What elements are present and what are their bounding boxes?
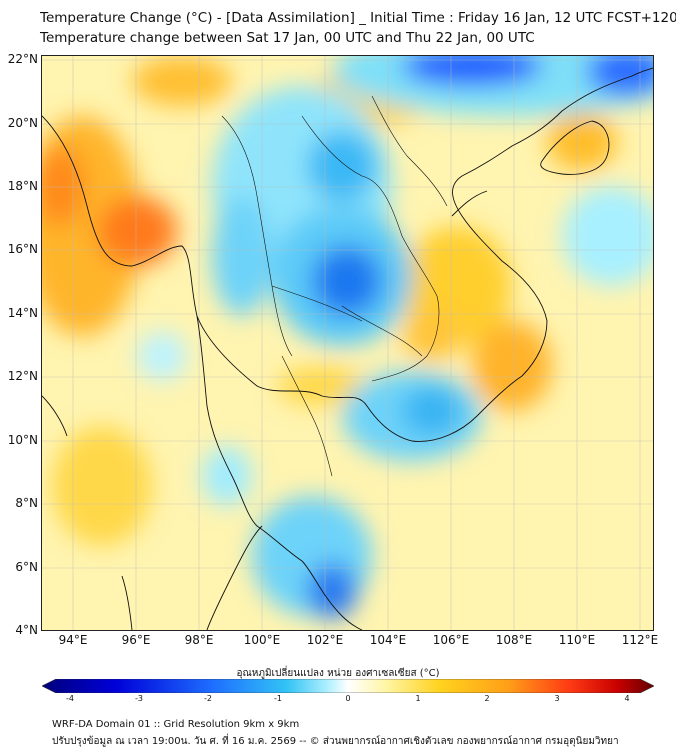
lat-tick-label: 22°N — [7, 52, 38, 66]
colorbar-label: 1 — [415, 694, 421, 703]
lon-tick-label: 110°E — [558, 633, 596, 647]
lat-tick-label: 14°N — [7, 306, 38, 320]
lat-tick-label: 20°N — [7, 116, 38, 130]
colorbar-label: -4 — [66, 694, 74, 703]
colorbar-label: 4 — [624, 694, 630, 703]
update-credit: ปรับปรุงข้อมูล ณ เวลา 19:00น. วัน ศ. ที่… — [52, 736, 619, 747]
lat-tick-label: 12°N — [7, 369, 38, 383]
lon-tick-label: 96°E — [121, 633, 151, 647]
lon-tick-label: 102°E — [306, 633, 344, 647]
colorbar-label: 2 — [484, 694, 490, 703]
colorbar — [42, 679, 654, 693]
map-title-line2: Temperature change between Sat 17 Jan, 0… — [40, 30, 535, 46]
lon-tick-label: 106°E — [432, 633, 470, 647]
lat-tick-label: 10°N — [7, 433, 38, 447]
coastlines — [42, 67, 653, 630]
map-title-line1: Temperature Change (°C) - [Data Assimila… — [40, 10, 676, 26]
colorbar-label: -1 — [274, 694, 282, 703]
lat-tick-label: 6°N — [15, 560, 38, 574]
lon-tick-label: 108°E — [495, 633, 533, 647]
colorbar-label: 3 — [554, 694, 560, 703]
country-borders — [221, 95, 448, 477]
colorbar-title: อุณหภูมิเปลี่ยนแปลง หน่วย องศาเซลเซียส (… — [236, 668, 440, 679]
lat-tick-label: 4°N — [15, 623, 38, 637]
lon-tick-label: 104°E — [369, 633, 407, 647]
lon-tick-label: 98°E — [184, 633, 214, 647]
lon-tick-label: 94°E — [58, 633, 88, 647]
lat-tick-label: 16°N — [7, 242, 38, 256]
colorbar-label: -2 — [204, 694, 212, 703]
graticule — [42, 56, 653, 630]
colorbar-label: -3 — [135, 694, 143, 703]
lon-tick-label: 100°E — [243, 633, 281, 647]
temperature-field — [42, 56, 653, 619]
lon-tick-label: 112°E — [621, 633, 659, 647]
lat-tick-label: 8°N — [15, 496, 38, 510]
lat-tick-label: 18°N — [7, 179, 38, 193]
temperature-change-map — [41, 55, 654, 631]
model-info: WRF-DA Domain 01 :: Grid Resolution 9km … — [52, 719, 300, 730]
colorbar-label: 0 — [345, 694, 351, 703]
